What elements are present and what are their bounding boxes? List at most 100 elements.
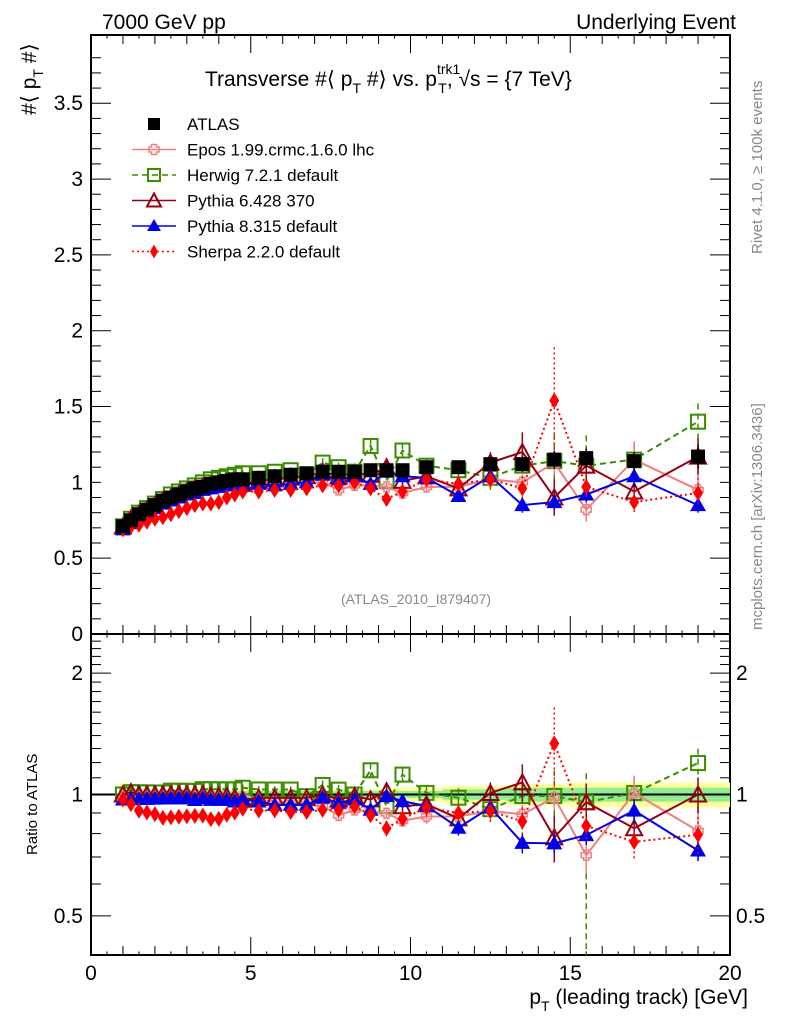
pythia6-ratio-point [688,784,708,803]
herwig-point [362,437,379,454]
y-tick-label-right: 0.5 [736,905,765,928]
sherpa-point [381,491,392,508]
sherpa-point [269,481,280,498]
epos-ratio-point [380,807,393,820]
sherpa-point [221,489,232,506]
sherpa-point [157,509,168,526]
herwig-line [122,420,699,528]
sherpa-ratio-point [317,801,328,818]
atlas-point [483,457,498,472]
sherpa-ratio-point [253,802,264,819]
atlas-point [299,466,314,481]
atlas-point [363,463,378,478]
x-tick-label: 15 [559,962,582,985]
atlas-point [347,464,362,479]
sherpa-point [453,475,464,492]
y-tick-label: 0 [71,623,83,646]
sherpa-point [629,494,640,511]
ratio-panel: 0 5 10 15 20 0.5 0.5 1 1 2 2 [54,633,765,985]
pythia8-ratio-point [298,796,315,811]
pythia6-point [576,455,596,474]
sherpa-point [517,480,528,497]
sherpa-ratio-point [157,809,168,826]
sherpa-ratio-point [205,811,216,828]
herwig-point [394,442,411,459]
sherpa-ratio-point [453,804,464,821]
sherpa-ratio-point [197,807,208,824]
y-tick-label-right: 2 [736,662,748,685]
y-tick-label: 1 [71,784,83,807]
sherpa-ratio-point [301,803,312,820]
legend: ATLAS Epos 1.99.crmc.1.6.0 lhc Herwig 7.2.… [132,115,375,262]
pythia8-point [546,494,563,509]
y-tick-label: 1.5 [54,396,83,419]
pythia8-ratio-point [282,796,299,811]
sherpa-ratio-point [349,798,360,815]
legend-marker-atlas [148,118,160,130]
sherpa-ratio-point [285,804,296,821]
mcplots-label: mcplots.cern.ch [arXiv:1306.3436] [749,403,766,630]
main-panel: 0 0.5 1 1.5 2 2.5 3 3.5 [54,34,731,652]
herwig-ratio-point [690,755,707,772]
sherpa-point [229,486,240,503]
atlas-point [251,470,266,485]
y-tick-label-right: 1 [736,784,748,807]
rivet-label: Rivet 4.1.0, ≥ 100k events [749,81,766,254]
legend-label-atlas: ATLAS [187,115,240,134]
legend-marker-pythia6 [145,191,163,208]
legend-label-pythia8: Pythia 8.315 default [187,217,338,236]
pythia8-point [450,488,467,503]
sherpa-ratio-point [269,802,280,819]
sherpa-ratio-point [213,810,224,827]
sherpa-line [122,397,699,531]
legend-marker-pythia8 [147,219,161,231]
pythia8-ratio-point [330,794,347,809]
x-tick-label: 5 [245,962,257,985]
sherpa-ratio-point [549,735,560,752]
sherpa-ratio-point [421,799,432,816]
epos-ratio-point [628,787,640,799]
y-tick-label: 2 [71,662,83,685]
sherpa-point [237,483,248,500]
atlas-point [379,463,394,478]
header-left: 7000 GeV pp [102,11,226,34]
atlas-point [283,467,298,482]
epos-point [420,481,433,493]
sherpa-ratio-point [133,802,144,819]
sherpa-point [581,478,592,495]
sherpa-point [197,495,208,512]
y-tick-label: 3 [71,168,83,191]
sherpa-ratio-point [517,813,528,830]
pythia8-ratio-point [626,802,643,817]
epos-ratio-line [122,791,699,858]
herwig-ratio-point [394,766,411,783]
herwig-ratio-point [362,762,379,779]
legend-label-sherpa: Sherpa 2.2.0 default [187,243,340,262]
atlas-point [235,472,250,487]
atlas-point [419,460,434,475]
sherpa-ratio-point [333,801,344,818]
sherpa-point [485,471,496,488]
sherpa-point [317,477,328,494]
y-tick-label: 1 [71,471,83,494]
sherpa-ratio-point [237,800,248,817]
y-tick-label: 3.5 [54,92,83,115]
sherpa-point [285,481,296,498]
x-tick-label: 20 [718,962,741,985]
legend-label-epos: Epos 1.99.crmc.1.6.0 lhc [187,141,375,160]
atlas-point [395,463,410,478]
sherpa-point [421,471,432,488]
epos-point [580,503,592,516]
sherpa-ratio-point [221,806,232,823]
pythia6-ratio-point [512,772,532,791]
sherpa-ratio-point [581,817,592,834]
atlas-point [691,449,706,464]
sherpa-point [301,480,312,497]
atlas-point [451,460,466,475]
atlas-point [515,457,530,472]
sherpa-ratio-point [165,809,176,826]
sherpa-ratio-point [381,820,392,837]
legend-marker-epos [148,143,160,156]
sherpa-point [173,503,184,520]
sherpa-point [213,494,224,511]
